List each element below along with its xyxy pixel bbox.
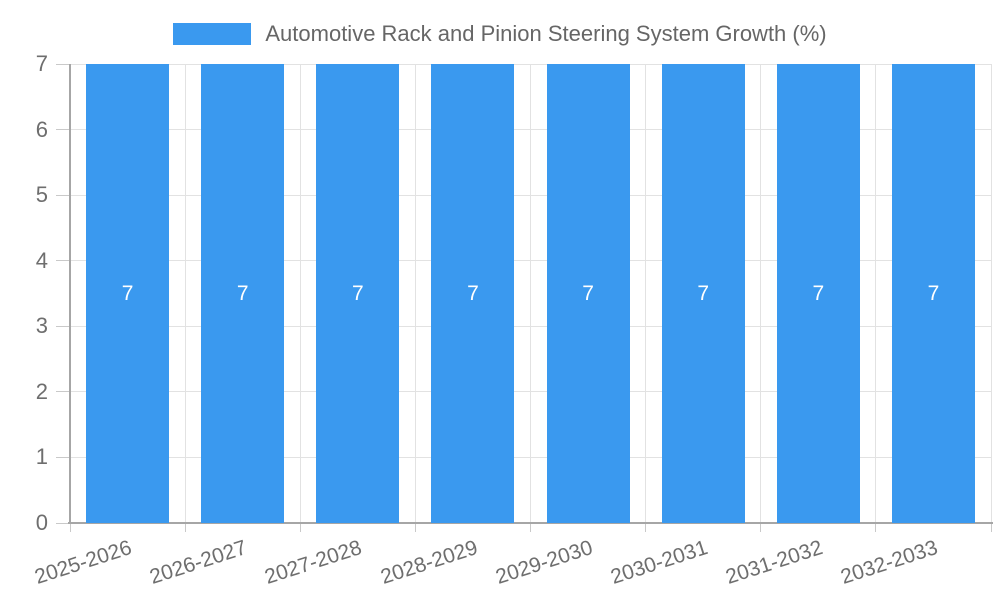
- y-axis-tick: [56, 129, 70, 131]
- x-gridline: [184, 64, 186, 523]
- x-gridline: [990, 64, 992, 523]
- y-axis-tick: [56, 522, 70, 524]
- bar: 7: [661, 64, 745, 523]
- y-axis-tick: [56, 194, 70, 196]
- x-axis-label: 2032-2033: [713, 536, 941, 589]
- x-axis-tick: [530, 523, 531, 532]
- bar-value-label: 7: [697, 281, 710, 305]
- legend-label: Automotive Rack and Pinion Steering Syst…: [265, 21, 827, 46]
- bar-value-label: 7: [351, 281, 364, 305]
- bar: 7: [86, 64, 170, 523]
- bar: 7: [776, 64, 860, 523]
- bar-value-label: 7: [927, 281, 940, 305]
- bar-value-label: 7: [582, 281, 594, 305]
- y-axis-tick-label: 0: [35, 510, 48, 535]
- bar: 7: [891, 64, 975, 523]
- bar: 7: [431, 64, 515, 523]
- x-gridline: [645, 64, 647, 523]
- y-axis-tick-label: 2: [35, 378, 48, 404]
- legend-swatch: [173, 23, 252, 45]
- bar-value-label: 7: [236, 281, 249, 305]
- x-axis-line: [68, 522, 993, 524]
- x-gridline: [760, 64, 762, 523]
- chart-legend[interactable]: Automotive Rack and Pinion Steering Syst…: [0, 21, 1000, 47]
- y-axis-tick-label: 7: [35, 51, 48, 76]
- bar: 7: [546, 64, 630, 523]
- bar-value-label: 7: [121, 281, 134, 305]
- x-axis-tick: [414, 523, 416, 532]
- x-axis-tick: [69, 523, 71, 532]
- x-gridline: [530, 64, 531, 523]
- y-axis-tick-label: 4: [35, 247, 48, 273]
- x-axis-tick: [990, 523, 992, 532]
- x-axis-tick: [760, 523, 762, 532]
- x-axis-tick: [299, 523, 301, 532]
- bar-value-label: 7: [467, 281, 479, 305]
- y-axis-tick-label: 3: [35, 313, 48, 339]
- x-gridline: [875, 64, 877, 523]
- y-axis-tick-label: 1: [35, 444, 48, 470]
- y-axis-tick: [56, 260, 70, 262]
- x-gridline: [299, 64, 301, 523]
- y-axis-tick-label: 6: [35, 116, 48, 142]
- x-axis-tick: [645, 523, 647, 532]
- y-axis-line: [68, 64, 71, 524]
- x-gridline: [414, 64, 416, 523]
- y-axis-tick-label: 5: [35, 182, 48, 208]
- bar-value-label: 7: [812, 281, 825, 305]
- y-axis-tick: [56, 325, 70, 327]
- bar: 7: [316, 64, 400, 523]
- y-axis-tick: [56, 63, 70, 65]
- x-axis-tick: [184, 523, 186, 532]
- bar: 7: [201, 64, 285, 523]
- x-axis-tick: [875, 523, 877, 532]
- x-axis-label-text: 2032-2033: [837, 536, 941, 589]
- y-axis-tick: [56, 456, 70, 458]
- y-axis-tick: [56, 391, 70, 393]
